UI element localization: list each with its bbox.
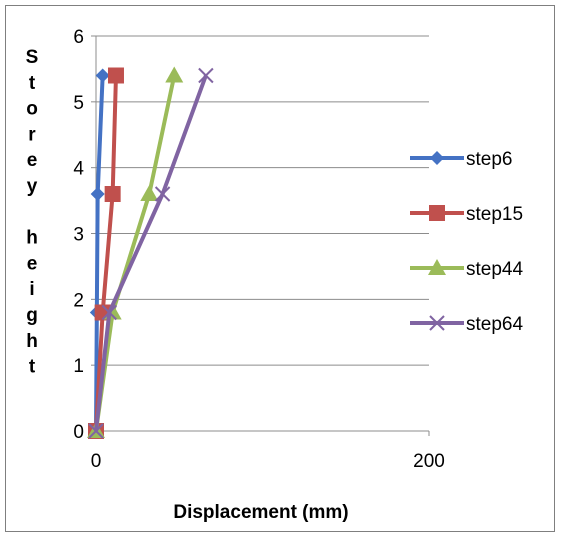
series-line-step15 — [94, 75, 118, 432]
legend-item-step15: step15 — [410, 204, 523, 225]
legend-swatch-marker — [430, 151, 444, 165]
axes: 0 1 2 3 4 5 6 0 200 — [73, 27, 444, 472]
x-tick-label: 0 — [91, 451, 102, 472]
data-point-step6 — [90, 187, 105, 201]
chart-frame: 0 1 2 3 4 5 6 0 200 step6 step15 step44 step64 Disp… — [5, 5, 555, 532]
legend-item-step6: step6 — [410, 149, 512, 170]
line-chart: 0 1 2 3 4 5 6 0 200 step6 step15 step44 step64 Disp… — [26, 27, 524, 523]
data-point-step64 — [101, 304, 118, 321]
data-point-step64 — [198, 67, 214, 84]
data-point-step15 — [104, 186, 121, 202]
series-line-step64 — [94, 74, 208, 432]
legend-label: step15 — [466, 204, 523, 225]
series-step15 — [88, 67, 124, 439]
series-line-step6 — [94, 75, 105, 432]
legend-swatch-marker — [428, 259, 446, 275]
legend: step6 step15 step44 step64 — [410, 149, 523, 335]
data-point-step64 — [88, 423, 104, 439]
y-tick-label: 0 — [73, 422, 84, 443]
x-tick-label: 200 — [413, 451, 445, 472]
legend-label: step64 — [466, 314, 523, 335]
legend-label: step44 — [466, 259, 523, 280]
legend-item-step44: step44 — [410, 259, 523, 280]
legend-swatch-marker — [429, 315, 445, 331]
y-tick-label: 4 — [73, 159, 84, 180]
y-tick-label: 3 — [73, 225, 84, 246]
legend-item-step64: step64 — [410, 314, 523, 335]
y-tick-label: 5 — [73, 93, 84, 114]
y-tick-label: 6 — [73, 27, 84, 48]
data-point-step44 — [165, 66, 184, 83]
y-tick-label: 2 — [73, 290, 84, 311]
y-tick-label: 1 — [73, 356, 84, 377]
legend-swatch-marker — [429, 205, 445, 221]
legend-label: step6 — [466, 149, 512, 170]
series-layer — [87, 66, 214, 439]
x-axis-title: Displacement (mm) — [173, 502, 348, 523]
gridlines — [96, 35, 429, 432]
data-point-step15 — [107, 67, 124, 84]
data-point-step6 — [95, 68, 110, 83]
data-point-step64 — [154, 186, 171, 202]
data-point-step44 — [140, 185, 159, 201]
series-step64 — [88, 67, 214, 439]
